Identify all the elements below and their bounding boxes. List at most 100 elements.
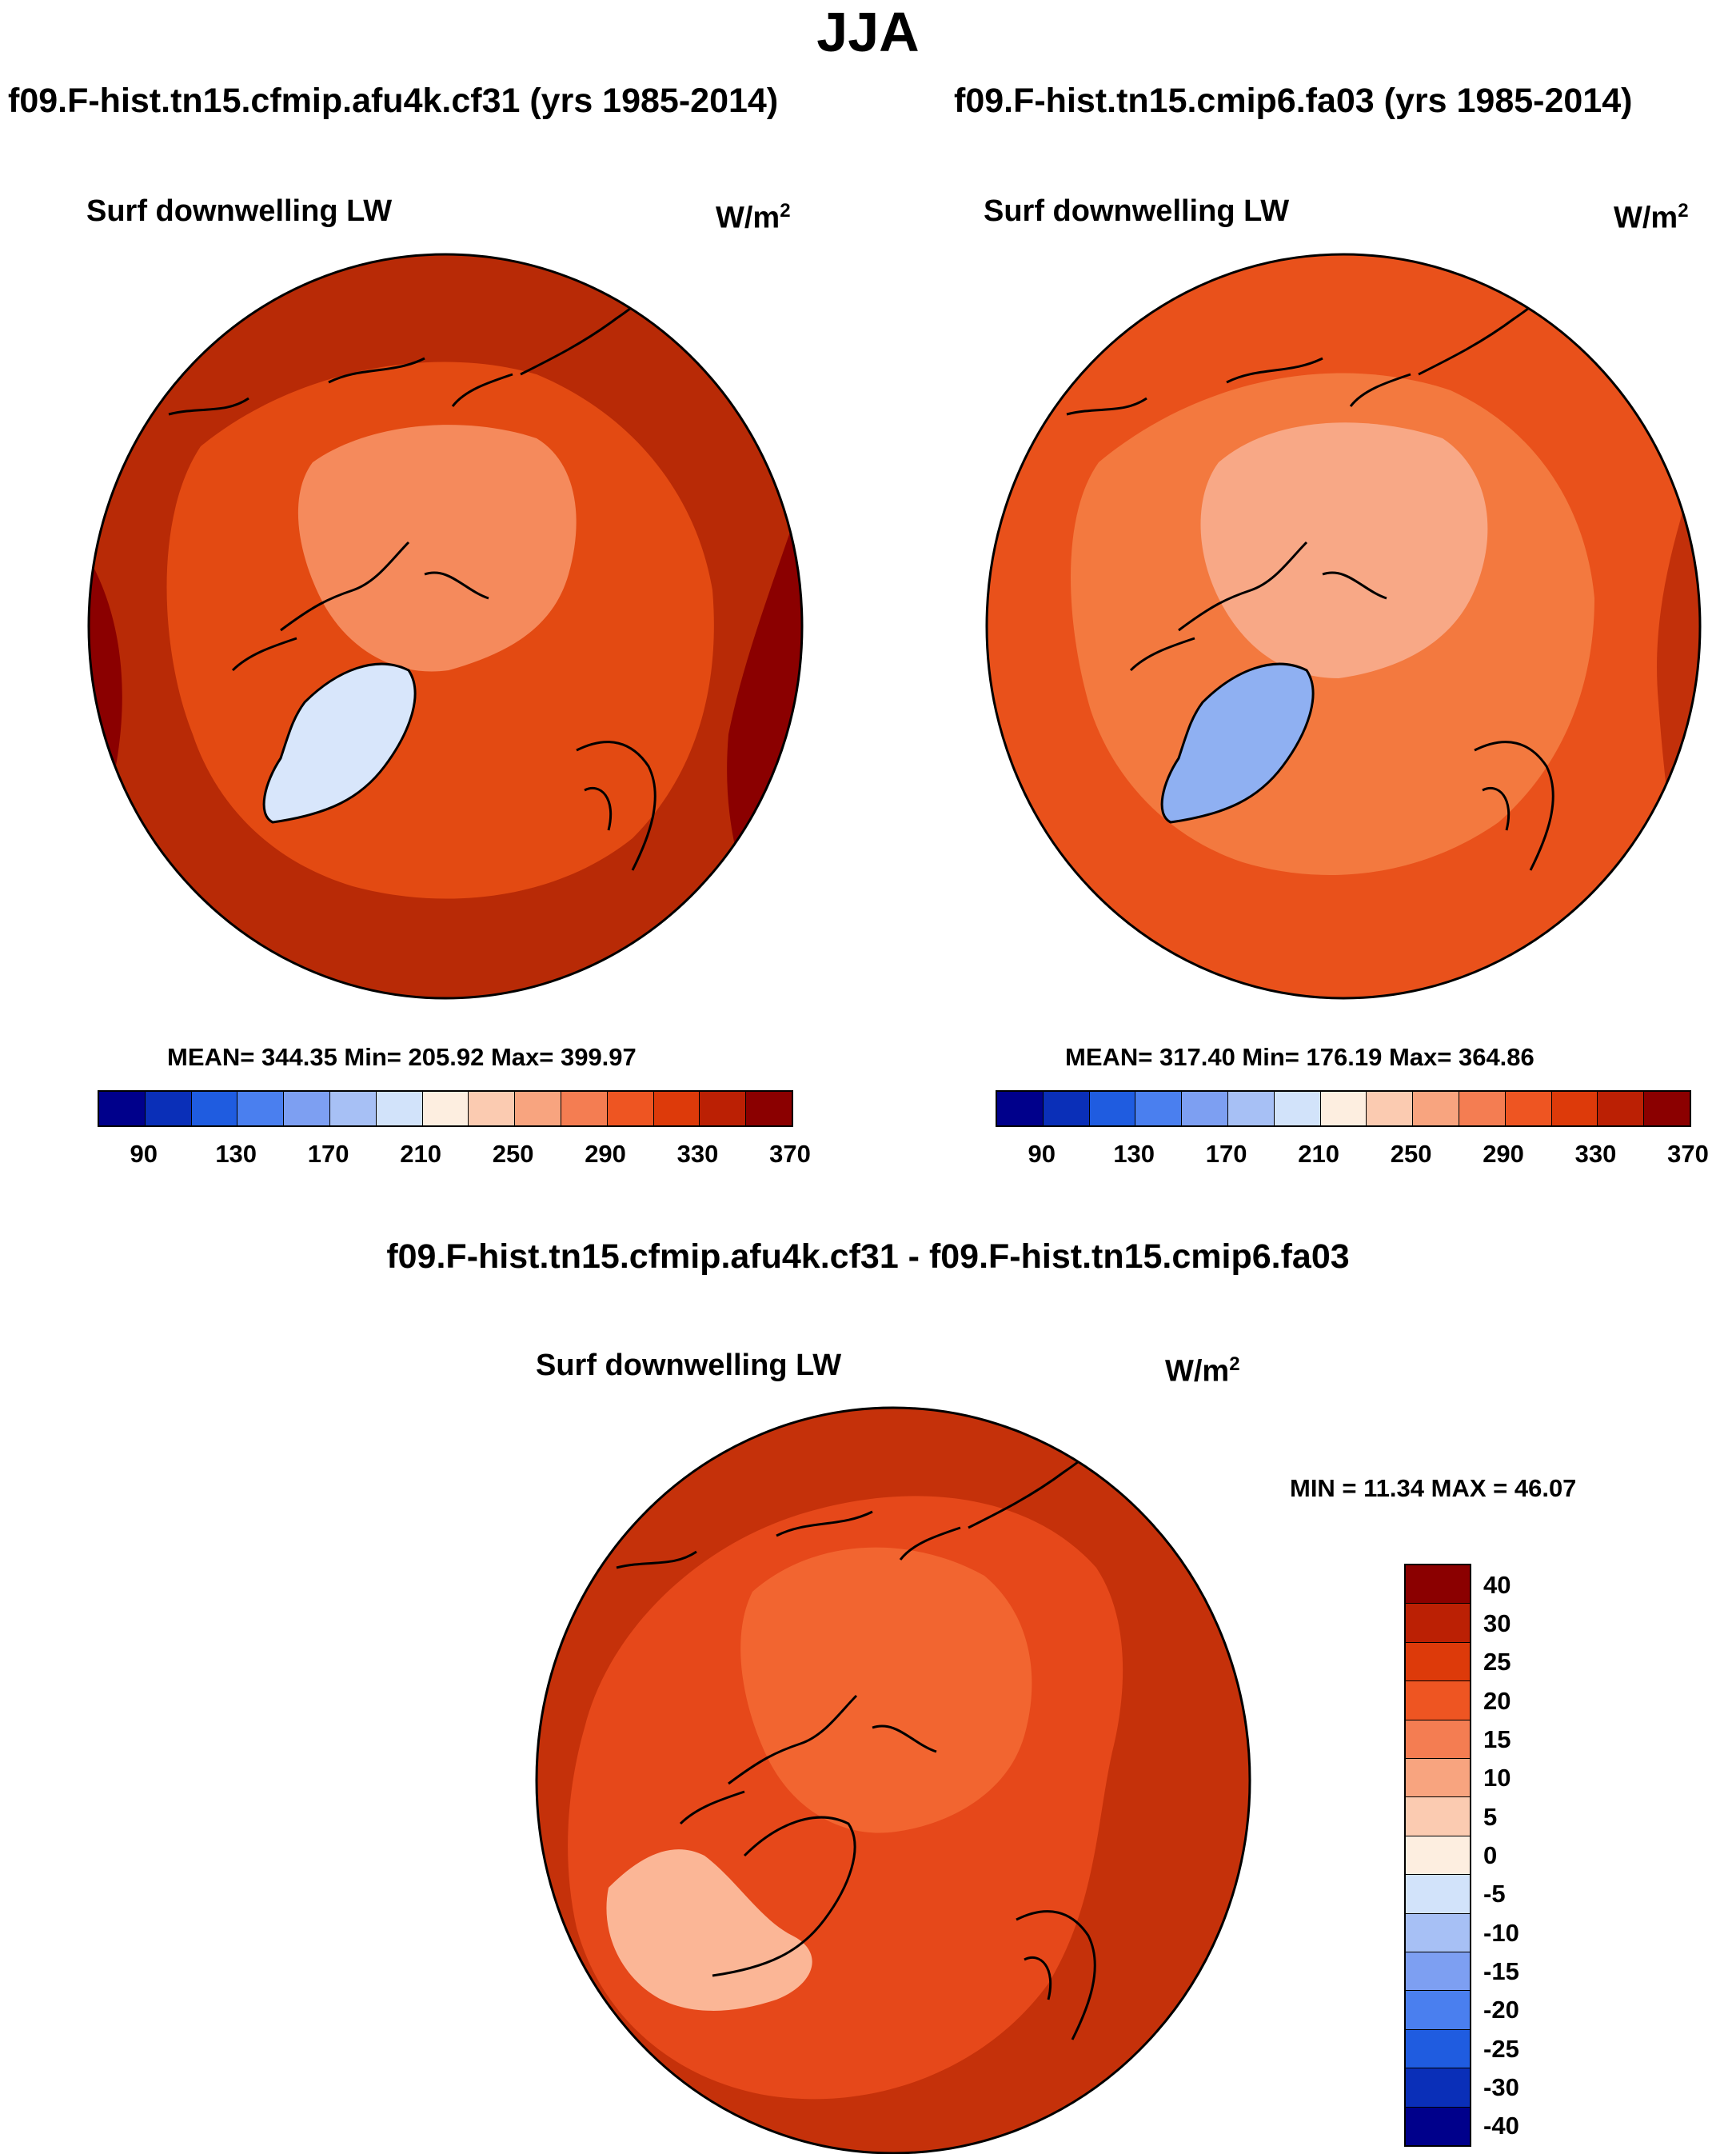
diff-colorbar-tick-label: 40 xyxy=(1483,1570,1511,1599)
main-title: JJA xyxy=(816,1,920,63)
panel1-polar-map xyxy=(87,253,804,1000)
panel1-colorbar xyxy=(98,1090,793,1127)
panel2-colorbar-swatch xyxy=(1458,1092,1505,1125)
panel2-colorbar-ticks: 90 130 170 210 250 290 330 370 xyxy=(996,1140,1708,1172)
panel2-units: W/m2 xyxy=(1614,200,1689,235)
diff-colorbar-swatch xyxy=(1406,1603,1470,1642)
panel1-colorbar-swatch xyxy=(468,1092,515,1125)
diff-title: f09.F-hist.tn15.cfmip.afu4k.cf31 - f09.F… xyxy=(386,1237,1350,1276)
diff-colorbar-swatch xyxy=(1406,1874,1470,1913)
panel1-colorbar-tick-label: 330 xyxy=(676,1140,719,1168)
panel2-colorbar xyxy=(996,1090,1691,1127)
panel2-greenland-fill xyxy=(1162,664,1314,822)
panel1-colorbar-tick-label: 290 xyxy=(585,1140,626,1168)
diff-colorbar-tick-label: 0 xyxy=(1483,1840,1498,1869)
panel1-colorbar-swatch xyxy=(514,1092,561,1125)
diff-polar-map xyxy=(535,1406,1251,2154)
panel1-colorbar-tick-label: 130 xyxy=(215,1140,257,1168)
panel2-colorbar-tick-label: 370 xyxy=(1667,1140,1709,1168)
diff-colorbar-swatch xyxy=(1406,2068,1470,2107)
diff-colorbar-swatch xyxy=(1406,1719,1470,1759)
panel2-colorbar-tick-label: 210 xyxy=(1298,1140,1339,1168)
diff-colorbar-tick-label: -15 xyxy=(1483,1956,1519,1985)
panel2-map-border xyxy=(985,253,1702,1000)
panel2-stats: MEAN= 317.40 Min= 176.19 Max= 364.86 xyxy=(1065,1043,1534,1071)
panel2-colorbar-swatch xyxy=(1550,1092,1598,1125)
panel1-colorbar-swatch xyxy=(237,1092,284,1125)
diff-units: W/m2 xyxy=(1165,1353,1240,1389)
diff-colorbar-swatch xyxy=(1406,1565,1470,1604)
diff-colorbar-ticks: 40 30 25 20 15 10 5 0 -5 -10 -15 -20 -25 -30 -40 xyxy=(1483,1564,1563,2144)
diff-fill-inner xyxy=(740,1547,1032,1833)
panel1-colorbar-tick-label: 90 xyxy=(130,1140,158,1168)
panel2-greenland-outline xyxy=(1160,662,1315,824)
panel2-colorbar-swatch xyxy=(1597,1092,1644,1125)
diff-minmax: MIN = 11.34 MAX = 46.07 xyxy=(1290,1474,1577,1502)
diff-colorbar-tick-label: 25 xyxy=(1483,1648,1511,1676)
panel2-colorbar-swatch xyxy=(1504,1092,1551,1125)
panel2-colorbar-swatch xyxy=(1135,1092,1182,1125)
panel2-colorbar-swatch xyxy=(1227,1092,1274,1125)
panel2-polar-map xyxy=(985,253,1702,1000)
panel1-colorbar-swatch xyxy=(99,1092,145,1125)
panel2-colorbar-swatch xyxy=(1181,1092,1227,1125)
panel1-colorbar-swatch xyxy=(283,1092,329,1125)
panel1-colorbar-tick-label: 250 xyxy=(492,1140,534,1168)
diff-colorbar-tick-label: 15 xyxy=(1483,1724,1511,1753)
panel2-colorbar-swatch xyxy=(1088,1092,1135,1125)
panel2-colorbar-swatch xyxy=(1412,1092,1459,1125)
diff-colorbar-swatch xyxy=(1406,1990,1470,2029)
diff-colorbar-tick-label: 20 xyxy=(1483,1686,1511,1715)
panel1-colorbar-swatch xyxy=(190,1092,237,1125)
diff-colorbar-tick-label: -25 xyxy=(1483,2034,1519,2063)
panel2-colorbar-swatch xyxy=(1319,1092,1367,1125)
diff-colorbar-swatch xyxy=(1406,1796,1470,1836)
panel2-case-title: f09.F-hist.tn15.cmip6.fa03 (yrs 1985-201… xyxy=(954,82,1633,120)
panel2-colorbar-tick-label: 330 xyxy=(1574,1140,1617,1168)
panel1-colorbar-swatch xyxy=(560,1092,607,1125)
panel1-colorbar-swatch xyxy=(144,1092,191,1125)
panel1-stats: MEAN= 344.35 Min= 205.92 Max= 399.97 xyxy=(167,1043,637,1071)
panel1-greenland-outline xyxy=(262,662,417,824)
diff-map-border xyxy=(535,1406,1251,2154)
diff-colorbar-tick-label: -20 xyxy=(1483,1996,1519,2024)
panel2-colorbar-swatch xyxy=(1366,1092,1413,1125)
diff-colorbar-tick-label: -10 xyxy=(1483,1918,1519,1947)
panel1-colorbar-swatch xyxy=(745,1092,792,1125)
diff-colorbar-tick-label: 5 xyxy=(1483,1802,1498,1831)
diff-colorbar-swatch xyxy=(1406,1952,1470,1991)
diff-colorbar-tick-label: 30 xyxy=(1483,1609,1511,1637)
panel1-units: W/m2 xyxy=(716,200,791,235)
panel2-colorbar-tick-label: 170 xyxy=(1205,1140,1247,1168)
panel1-colorbar-swatch xyxy=(606,1092,653,1125)
diff-colorbar-swatch xyxy=(1406,1835,1470,1875)
panel2-colorbar-tick-label: 90 xyxy=(1028,1140,1056,1168)
panel2-colorbar-tick-label: 290 xyxy=(1483,1140,1524,1168)
panel2-colorbar-swatch xyxy=(1042,1092,1089,1125)
panel2-colorbar-swatch xyxy=(997,1092,1043,1125)
panel1-case-title: f09.F-hist.tn15.cfmip.afu4k.cf31 (yrs 19… xyxy=(8,82,779,120)
diff-colorbar-tick-label: -30 xyxy=(1483,2072,1519,2101)
panel1-variable-title: Surf downwelling LW xyxy=(86,194,393,228)
diff-colorbar-swatch xyxy=(1406,1912,1470,1952)
panel1-colorbar-tick-label: 210 xyxy=(400,1140,441,1168)
diff-variable-title: Surf downwelling LW xyxy=(536,1349,842,1382)
diff-colorbar xyxy=(1404,1564,1471,2147)
panel1-greenland-fill xyxy=(264,664,416,822)
panel2-colorbar-tick-label: 130 xyxy=(1113,1140,1155,1168)
panel1-colorbar-swatch xyxy=(375,1092,422,1125)
diff-colorbar-swatch xyxy=(1406,2028,1470,2068)
panel1-colorbar-swatch xyxy=(652,1092,700,1125)
diff-colorbar-tick-label: 10 xyxy=(1483,1764,1511,1792)
diff-colorbar-tick-label: -40 xyxy=(1483,2112,1519,2140)
diff-colorbar-swatch xyxy=(1406,1641,1470,1681)
panel2-colorbar-swatch xyxy=(1643,1092,1690,1125)
panel2-colorbar-swatch xyxy=(1273,1092,1320,1125)
diff-colorbar-swatch xyxy=(1406,1758,1470,1797)
diff-colorbar-swatch xyxy=(1406,2106,1470,2146)
panel1-map-border xyxy=(87,253,804,1000)
panel2-variable-title: Surf downwelling LW xyxy=(984,194,1290,228)
panel2-colorbar-tick-label: 250 xyxy=(1390,1140,1432,1168)
diff-greenland-fill xyxy=(606,1849,812,2011)
panel1-colorbar-ticks: 90 130 170 210 250 290 330 370 xyxy=(98,1140,810,1172)
